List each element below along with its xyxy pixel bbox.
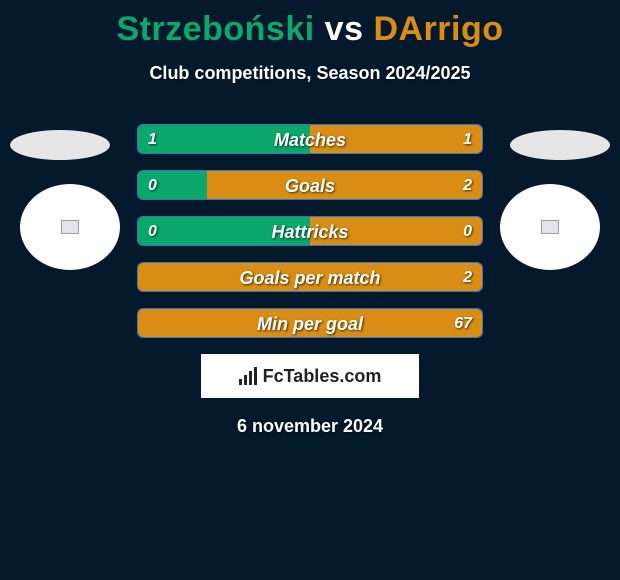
bar-label: Goals	[138, 171, 482, 200]
bar-value-left: 0	[148, 171, 157, 200]
bar-value-right: 1	[463, 125, 472, 154]
player1-crest	[20, 184, 120, 270]
bar-value-right: 67	[454, 309, 472, 338]
bar-label: Goals per match	[138, 263, 482, 292]
bars-icon	[239, 367, 257, 385]
stat-bar-row: Hattricks0 0	[137, 216, 483, 246]
snapshot-date: 6 november 2024	[0, 416, 620, 437]
stat-bar-row: Goals per match2	[137, 262, 483, 292]
comparison-title: Strzeboński vs DArrigo	[0, 0, 620, 49]
stat-bar-row: Goals0 2	[137, 170, 483, 200]
player2-crest	[500, 184, 600, 270]
branding-text: FcTables.com	[263, 366, 382, 387]
bar-label: Matches	[138, 125, 482, 154]
stat-bar-row: Min per goal67	[137, 308, 483, 338]
player2-flag	[510, 130, 610, 160]
bar-value-right: 2	[463, 263, 472, 292]
subtitle: Club competitions, Season 2024/2025	[0, 63, 620, 84]
stat-bars: Matches11Goals02Hattricks00Goals per mat…	[137, 124, 483, 338]
bar-value-right: 2	[463, 171, 472, 200]
crest-placeholder-icon	[61, 220, 79, 234]
bar-value-left: 0	[148, 217, 157, 246]
bar-label: Hattricks	[138, 217, 482, 246]
bar-label: Min per goal	[138, 309, 482, 338]
branding-badge: FcTables.com	[201, 354, 419, 398]
player1-flag	[10, 130, 110, 160]
crest-placeholder-icon	[541, 220, 559, 234]
bar-value-right: 0	[463, 217, 472, 246]
comparison-content: Matches11Goals02Hattricks00Goals per mat…	[0, 124, 620, 437]
player1-name: Strzeboński	[116, 10, 314, 48]
player2-name: DArrigo	[373, 10, 503, 48]
stat-bar-row: Matches1 1	[137, 124, 483, 154]
vs-text: vs	[325, 10, 364, 48]
bar-value-left: 1	[148, 125, 157, 154]
